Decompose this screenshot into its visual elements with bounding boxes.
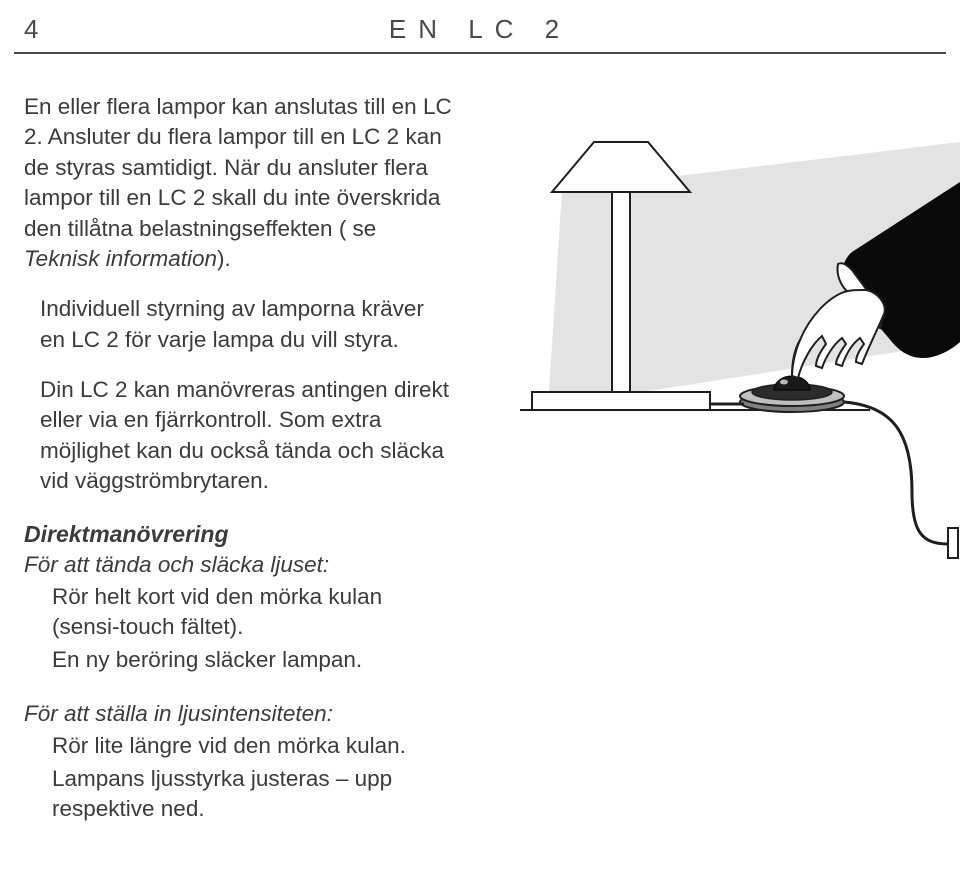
onoff-intro: För att tända och släcka ljuset:: [24, 550, 454, 580]
intro-text-italic: Teknisk information: [24, 246, 217, 271]
header-rule: [14, 52, 946, 54]
paragraph-operation: Din LC 2 kan manövreras antingen direkt …: [24, 375, 454, 497]
header-title: EN LC 2: [0, 14, 960, 45]
direct-section: Direktmanövrering För att tända och släc…: [24, 521, 454, 676]
intensity-step-1: Rör lite längre vid den mörka kulan.: [24, 731, 454, 761]
intro-text-a: En eller flera lampor kan anslutas till …: [24, 94, 452, 241]
intro-paragraph: En eller flera lampor kan anslutas till …: [24, 92, 454, 274]
paragraph-individual: Individuell styrning av lamporna kräver …: [24, 294, 454, 355]
lamp-illustration: [492, 92, 960, 562]
intensity-step-2: Lampans ljusstyrka justeras – upp respek…: [24, 764, 454, 825]
intensity-intro: För att ställa in ljusintensiteten:: [24, 699, 454, 729]
onoff-step-2: En ny beröring släcker lampan.: [24, 645, 454, 675]
text-column: En eller flera lampor kan anslutas till …: [24, 92, 454, 849]
intro-text-b: ).: [217, 246, 231, 271]
intensity-section: För att ställa in ljusintensiteten: Rör …: [24, 699, 454, 825]
direct-title: Direktmanövrering: [24, 521, 454, 548]
onoff-step-1: Rör helt kort vid den mörka kulan (sensi…: [24, 582, 454, 643]
